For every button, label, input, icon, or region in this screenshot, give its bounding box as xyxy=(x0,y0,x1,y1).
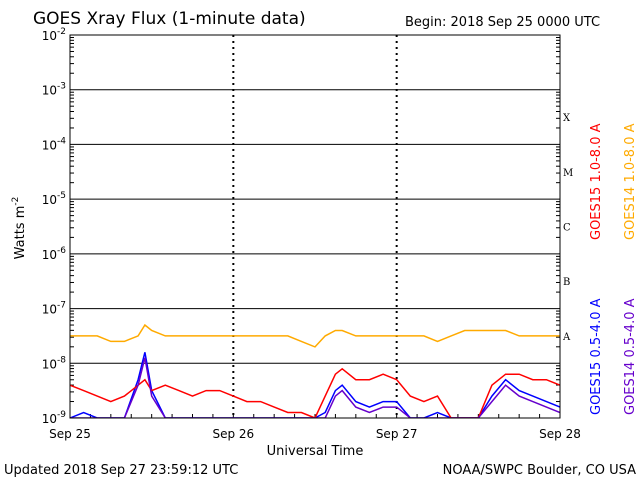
y-tick-base: 10 xyxy=(42,29,57,43)
y-tick-sup: -2 xyxy=(57,27,66,37)
y-tick-label: 10-9 xyxy=(42,410,67,426)
y-tick-label: 10-5 xyxy=(42,191,66,207)
y-axis-title-base: Watts m xyxy=(13,206,28,260)
flare-class-x: X xyxy=(563,113,571,124)
y-tick-label: 10-6 xyxy=(42,246,67,262)
flare-class-m: M xyxy=(563,168,573,179)
y-axis-title-sup: -2 xyxy=(11,197,21,206)
flare-class-labels: X M C B A xyxy=(562,113,573,343)
series-line-2 xyxy=(70,357,560,418)
legend-goes15-short-text: GOES15 0.5-4.0 A xyxy=(589,298,604,415)
legend-goes14-short: GOES14 0.5-4.0 A xyxy=(623,298,638,415)
y-tick-base: 10 xyxy=(42,84,57,98)
updated-time-label: Updated 2018 Sep 27 23:59:12 UTC xyxy=(4,463,238,478)
y-tick-base: 10 xyxy=(42,193,57,207)
x-tick-label: Sep 28 xyxy=(539,427,581,441)
y-tick-sup: -8 xyxy=(57,355,66,365)
y-tick-label: 10-2 xyxy=(42,27,66,43)
y-tick-base: 10 xyxy=(42,303,57,317)
x-tick-labels: Sep 25 Sep 26 Sep 27 Sep 28 xyxy=(49,427,581,441)
legend-goes15-long-text: GOES15 1.0-8.0 A xyxy=(589,123,604,240)
y-tick-base: 10 xyxy=(42,412,57,426)
legend-goes15-long: GOES15 1.0-8.0 A xyxy=(589,123,604,240)
plot-frame xyxy=(69,34,561,419)
y-tick-base: 10 xyxy=(42,248,57,262)
y-tick-base: 10 xyxy=(42,138,57,152)
y-tick-sup: -6 xyxy=(57,246,66,256)
legend-goes14-long-text: GOES14 1.0-8.0 A xyxy=(623,123,638,240)
x-tick-label: Sep 25 xyxy=(49,427,91,441)
y-tick-sup: -5 xyxy=(57,191,66,201)
y-tick-sup: -7 xyxy=(57,301,66,311)
begin-time-label: Begin: 2018 Sep 25 0000 UTC xyxy=(405,15,600,30)
flare-class-a: A xyxy=(562,332,571,343)
y-axis-title-group: Watts m-2 xyxy=(11,197,28,260)
y-tick-label: 10-3 xyxy=(42,82,66,98)
y-axis-title: Watts m-2 xyxy=(11,197,28,260)
x-axis-title: Universal Time xyxy=(267,444,364,459)
series-line-1 xyxy=(70,367,560,418)
x-tick-label: Sep 27 xyxy=(376,427,418,441)
y-tick-sup: -4 xyxy=(57,136,66,146)
legend-goes15-short: GOES15 0.5-4.0 A xyxy=(589,298,604,415)
y-tick-sup: -9 xyxy=(57,410,66,420)
legend-goes14-short-text: GOES14 0.5-4.0 A xyxy=(623,298,638,415)
flare-class-c: C xyxy=(563,223,571,234)
y-tick-label: 10-8 xyxy=(42,355,67,371)
legend-goes14-long: GOES14 1.0-8.0 A xyxy=(623,123,638,240)
y-tick-base: 10 xyxy=(42,357,57,371)
flare-class-b: B xyxy=(563,277,570,288)
series-line-3 xyxy=(70,323,560,348)
series-layer xyxy=(70,323,560,418)
chart-title: GOES Xray Flux (1-minute data) xyxy=(33,9,306,29)
y-tick-sup: -3 xyxy=(57,82,66,92)
source-label: NOAA/SWPC Boulder, CO USA xyxy=(443,463,636,478)
y-tick-label: 10-4 xyxy=(42,136,67,152)
x-tick-label: Sep 26 xyxy=(212,427,254,441)
series-line-0 xyxy=(70,352,560,418)
y-tick-label: 10-7 xyxy=(42,301,66,317)
y-tick-labels: 10-210-310-410-510-610-710-810-9 xyxy=(42,27,67,426)
